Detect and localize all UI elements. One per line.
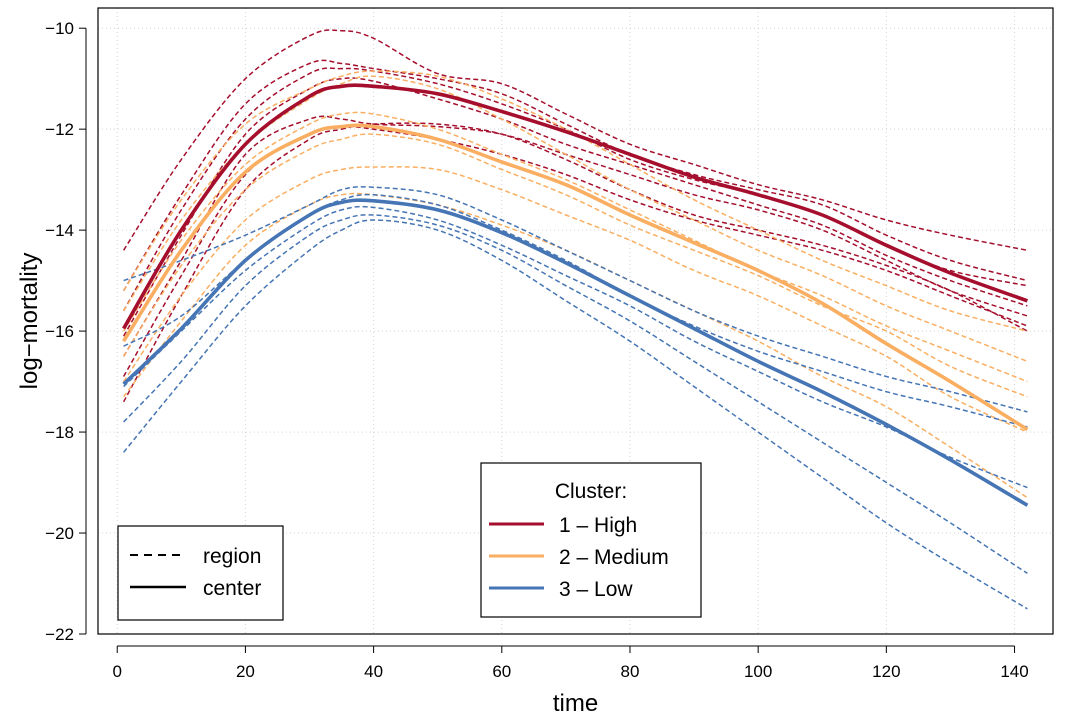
legend-linetype: region center xyxy=(117,525,284,621)
y-tick-label: −14 xyxy=(45,221,74,240)
region-line-cluster-2 xyxy=(123,192,1028,499)
region-line-cluster-2 xyxy=(122,166,1028,433)
region-line-cluster-2 xyxy=(122,133,1028,398)
y-tick-label: −10 xyxy=(45,19,74,38)
legend-cluster-title: Cluster: xyxy=(555,480,627,503)
region-line-cluster-1 xyxy=(122,67,1028,312)
x-tick-label: 20 xyxy=(236,662,255,681)
y-tick-label: −12 xyxy=(45,120,74,139)
legend-region-label: region xyxy=(203,545,261,568)
legend-linetype-box xyxy=(117,525,284,621)
legend-high-label: 1 – High xyxy=(559,514,637,537)
region-line-cluster-2 xyxy=(122,70,1028,332)
region-line-cluster-1 xyxy=(122,115,1028,357)
region-line-cluster-1 xyxy=(122,59,1028,292)
y-axis: −22 −20 −18 −16 −14 −12 −10 xyxy=(45,19,87,644)
x-tick-label: 120 xyxy=(872,662,900,681)
x-tick-label: 40 xyxy=(364,662,383,681)
region-line-cluster-3 xyxy=(123,214,1028,575)
region-line-cluster-3 xyxy=(123,205,1028,489)
legend-center-label: center xyxy=(203,577,261,600)
region-line-cluster-2 xyxy=(122,111,1028,383)
x-tick-label: 140 xyxy=(1000,662,1028,681)
y-tick-label: −22 xyxy=(45,625,74,644)
y-tick-label: −20 xyxy=(45,524,74,543)
y-axis-label: log−mortality xyxy=(16,253,43,390)
center-lines xyxy=(122,83,1029,507)
plot-frame xyxy=(97,7,1054,635)
region-line-cluster-1 xyxy=(122,77,1028,337)
center-line-cluster-2 xyxy=(122,123,1029,432)
region-line-cluster-3 xyxy=(123,219,1028,610)
x-axis: 0 20 40 60 80 100 120 140 xyxy=(112,645,1029,681)
y-tick-label: −18 xyxy=(45,423,74,442)
legend-medium-label: 2 – Medium xyxy=(559,546,669,569)
legend-low-label: 3 – Low xyxy=(559,578,633,601)
legend-cluster-box xyxy=(480,462,702,618)
region-line-cluster-1 xyxy=(122,29,1028,252)
region-line-cluster-3 xyxy=(123,186,1028,413)
x-tick-label: 80 xyxy=(621,662,640,681)
y-tick-label: −16 xyxy=(45,322,74,341)
region-lines xyxy=(122,29,1028,610)
x-tick-label: 100 xyxy=(744,662,772,681)
x-tick-label: 0 xyxy=(112,662,121,681)
region-line-cluster-3 xyxy=(123,193,1028,428)
center-line-cluster-3 xyxy=(122,198,1029,507)
x-tick-label: 60 xyxy=(492,662,511,681)
x-axis-label: time xyxy=(553,690,598,717)
center-line-cluster-1 xyxy=(122,83,1029,330)
region-line-cluster-1 xyxy=(122,125,1028,377)
legend-cluster: Cluster: 1 – High 2 – Medium 3 – Low xyxy=(480,462,702,618)
